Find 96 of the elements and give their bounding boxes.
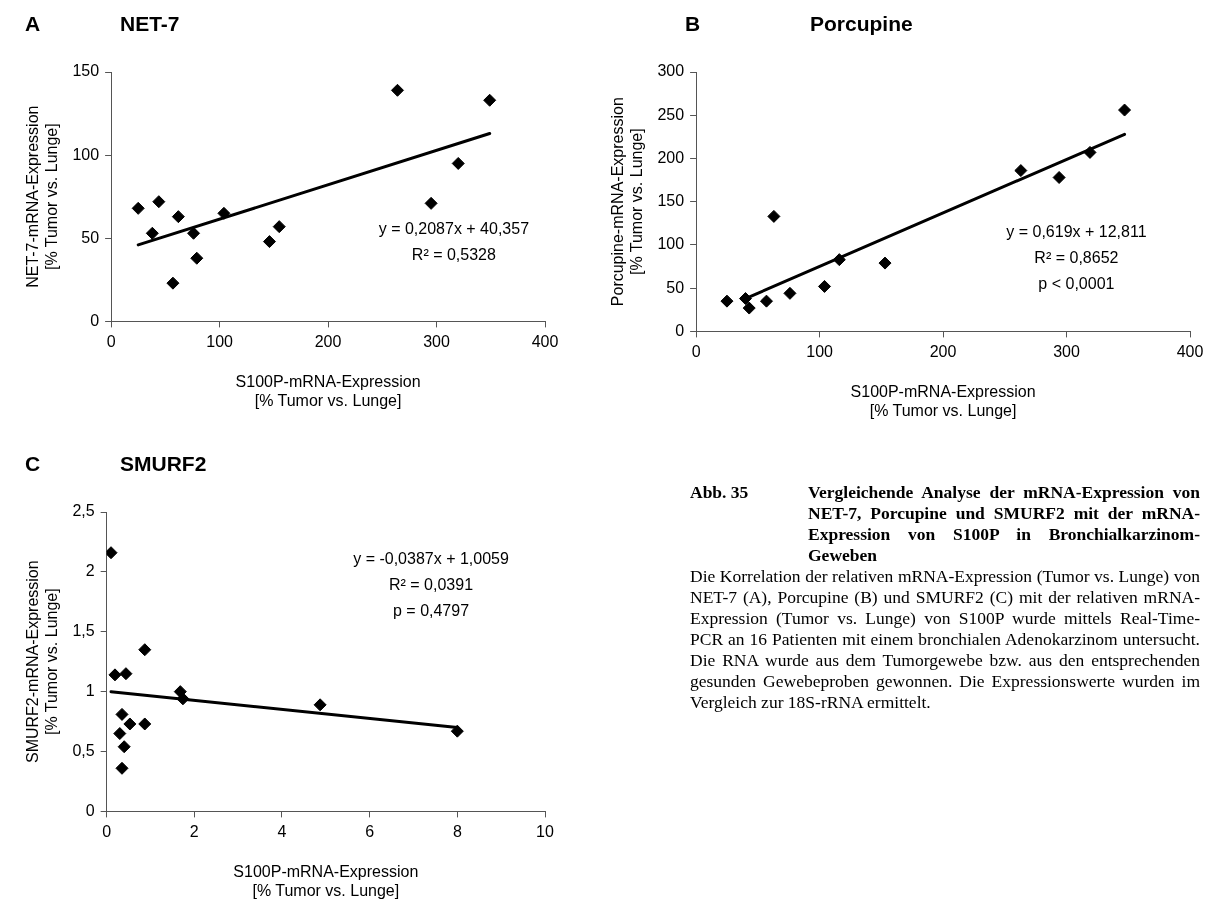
chart-title: SMURF2	[120, 452, 207, 476]
x-tick-label: 100	[806, 343, 834, 361]
y-tick-label: 150	[72, 62, 100, 80]
x-axis-title: S100P-mRNA-Expression [% Tumor vs. Lunge]	[233, 862, 419, 899]
text: B	[685, 12, 701, 36]
x-tick-label: 4	[277, 823, 287, 841]
point	[138, 643, 152, 657]
annotation: y = 0,2087x + 40,357	[378, 219, 530, 237]
point	[450, 724, 464, 738]
text: Die Korrelation der relativen mRNA-Expression (Tumor vs. Lunge) von NET-7 (A), Porcupine (B) und SMURF2 (C) mit der relativen mRNA-Expression (Tumor vs. Lunge) von S100P wurde mittels Real-Time-PCR an 16 Patienten mit einem bronchialen Adenokarzinom untersucht. Die RNA wurde aus dem Tumorgewebe bzw. aus den entsprechenden gesunden Gewebeproben gewonnen. Die Expressionswerte wurden im Vergleich zur 18S-rRNA ermittelt.	[690, 566, 1200, 713]
point	[483, 93, 497, 107]
point	[145, 226, 159, 240]
y-axis-title: NET-7-mRNA-Expression [% Tumor vs. Lunge]	[24, 105, 61, 288]
x-tick-label: 300	[423, 333, 450, 351]
point	[190, 251, 204, 265]
x-tick-label: 400	[531, 333, 559, 351]
chart-title: NET-7	[120, 12, 180, 36]
point	[783, 286, 797, 300]
x-axis-title: S100P-mRNA-Expression [% Tumor vs. Lunge]	[850, 382, 1036, 419]
point	[1052, 170, 1066, 184]
y-tick-label: 1,5	[72, 622, 95, 640]
x-tick-label: 0	[691, 343, 701, 361]
point	[742, 301, 756, 315]
point	[720, 294, 734, 308]
point	[106, 546, 118, 560]
point	[262, 235, 276, 249]
point	[108, 668, 122, 682]
point	[424, 196, 438, 210]
point	[759, 294, 773, 308]
y-tick-label: 50	[81, 228, 100, 246]
x-axis-title: S100P-mRNA-Expression [% Tumor vs. Lunge]	[235, 372, 421, 409]
y-tick-label: 250	[657, 105, 685, 123]
y-tick-label: 150	[657, 192, 685, 210]
point	[451, 156, 465, 170]
annotation: p = 0,4797	[392, 602, 470, 620]
y-axis-title: SMURF2-mRNA-Expression [% Tumor vs. Lunge]	[24, 560, 61, 764]
y-tick-label: 100	[657, 235, 685, 253]
annotation: y = -0,0387x + 1,0059	[353, 550, 509, 568]
point	[138, 717, 152, 731]
x-tick-label: 200	[314, 333, 342, 351]
point	[187, 226, 201, 240]
y-tick-label: 300	[657, 62, 685, 80]
annotation: y = 0,619x + 12,811	[1006, 223, 1147, 241]
y-tick-label: 0	[675, 321, 685, 339]
y-tick-label: 100	[72, 145, 100, 163]
chart-title: Porcupine	[810, 12, 913, 36]
point	[131, 201, 145, 215]
point	[166, 276, 180, 290]
y-tick-label: 1	[85, 682, 95, 700]
point	[152, 195, 166, 209]
text: A	[25, 12, 41, 36]
point	[117, 740, 131, 754]
annotation: R² = 0,8652	[1034, 249, 1119, 267]
annotation: R² = 0,5328	[411, 245, 497, 263]
y-tick-label: 2	[85, 562, 95, 580]
point	[390, 83, 404, 97]
point	[272, 220, 286, 234]
point	[1118, 103, 1132, 117]
annotation: R² = 0,0391	[389, 576, 474, 594]
x-tick-label: 0	[106, 333, 116, 351]
point	[1014, 164, 1028, 178]
point	[738, 292, 752, 306]
x-tick-label: 8	[452, 823, 462, 841]
point	[818, 279, 832, 293]
point	[767, 209, 781, 223]
point	[115, 707, 129, 721]
annotation: p < 0,0001	[1038, 275, 1115, 293]
y-tick-label: 50	[666, 278, 685, 296]
text: Vergleichende Analyse der mRNA-Expression von NET-7, Porcupine und SMURF2 mit der mRNA-Expression von S100P in Bronchialkarzinom-Geweben	[808, 482, 1200, 566]
point	[115, 761, 129, 775]
x-tick-label: 400	[1176, 343, 1204, 361]
y-tick-label: 200	[657, 148, 685, 166]
point	[832, 253, 846, 267]
y-tick-label: 0	[90, 311, 100, 329]
point	[119, 667, 133, 681]
x-tick-label: 6	[365, 823, 375, 841]
x-tick-label: 10	[536, 823, 554, 841]
text: C	[25, 452, 41, 476]
x-tick-label: 300	[1053, 343, 1080, 361]
point	[171, 210, 185, 224]
point	[217, 206, 231, 220]
x-tick-label: 0	[102, 823, 112, 841]
text: Abb. 35	[690, 482, 750, 504]
y-axis-title: Porcupine-mRNA-Expression [% Tumor vs. Lunge]	[609, 97, 646, 307]
point	[123, 717, 137, 731]
point	[878, 256, 892, 270]
y-tick-label: 0,5	[72, 741, 95, 759]
point	[1083, 145, 1097, 159]
point	[113, 727, 127, 741]
x-tick-label: 200	[929, 343, 957, 361]
x-tick-label: 100	[206, 333, 234, 351]
x-tick-label: 2	[189, 823, 199, 841]
point	[313, 698, 327, 712]
y-tick-label: 0	[85, 801, 95, 819]
y-tick-label: 2,5	[72, 502, 95, 520]
point	[176, 692, 190, 706]
